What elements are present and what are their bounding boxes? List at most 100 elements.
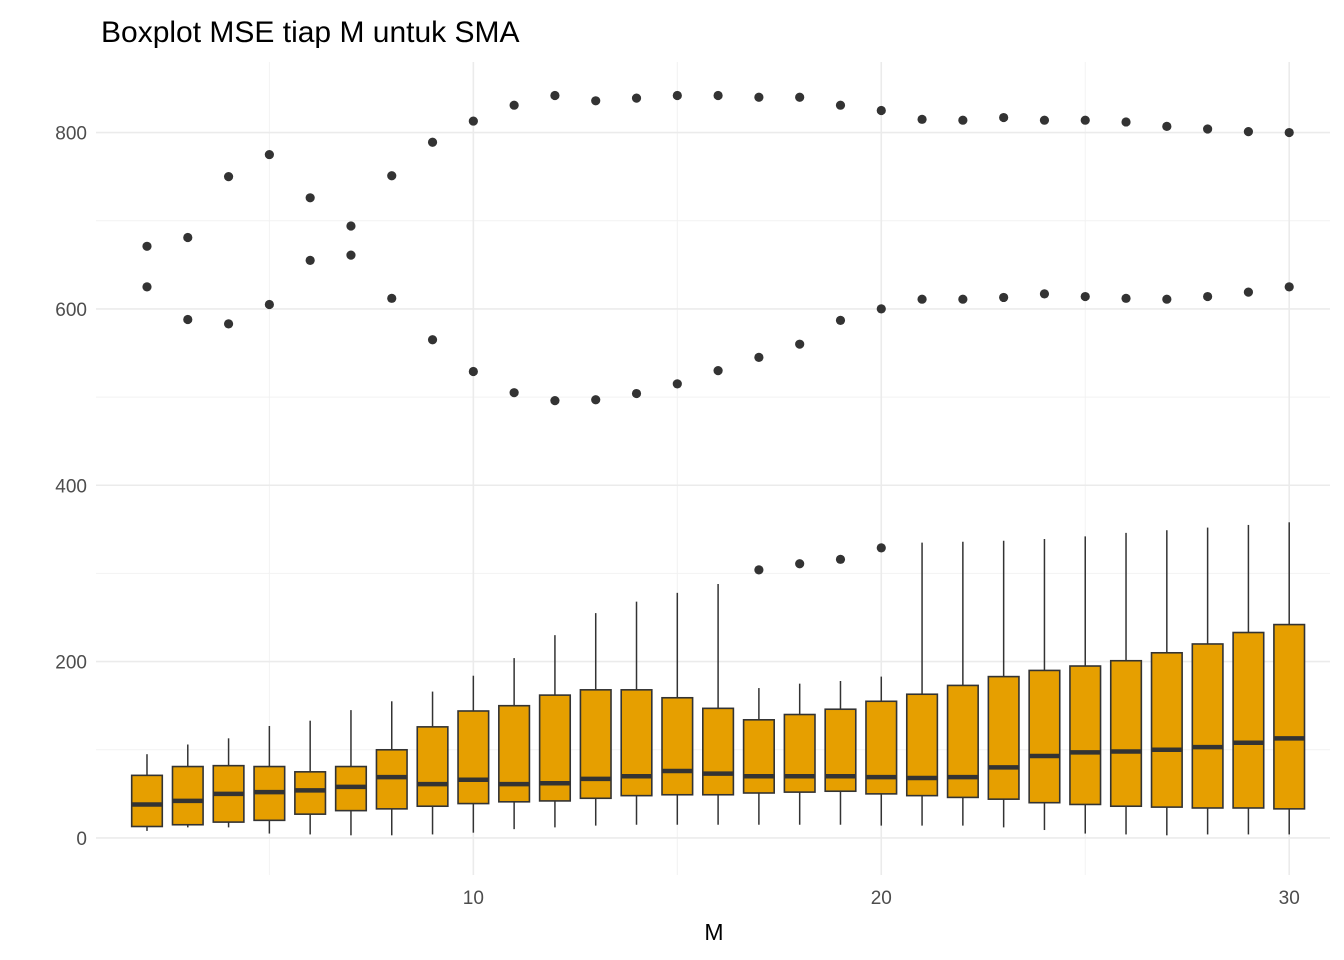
box-m-3: [171, 744, 204, 828]
box-m-18: [783, 683, 816, 825]
outlier-point: [142, 282, 152, 292]
box-m-22: [946, 541, 979, 826]
outlier-point: [835, 100, 846, 110]
box-iqr: [905, 693, 939, 797]
outlier-points: [142, 90, 1294, 575]
outlier-point: [999, 292, 1009, 303]
x-tick-label: 30: [1279, 888, 1300, 909]
y-tick-label: 800: [55, 124, 87, 145]
box-m-14: [620, 601, 653, 825]
outlier-point: [1203, 291, 1213, 302]
box-iqr: [1028, 669, 1061, 804]
box-iqr: [498, 704, 531, 803]
box-m-5: [253, 725, 286, 834]
box-m-19: [824, 681, 857, 825]
box-m-21: [905, 542, 939, 826]
box-iqr: [1273, 623, 1306, 810]
x-tick-label: 10: [463, 888, 484, 909]
box-iqr: [783, 713, 816, 793]
box-iqr: [416, 726, 449, 808]
outlier-point: [1243, 287, 1254, 297]
box-iqr: [457, 710, 490, 805]
box-m-29: [1232, 524, 1265, 835]
box-m-2: [130, 754, 164, 831]
box-m-8: [375, 701, 408, 836]
box-iqr: [171, 765, 204, 826]
outlier-point: [876, 543, 886, 553]
outlier-point: [183, 232, 193, 243]
outlier-point: [550, 90, 560, 101]
box-m-10: [457, 675, 490, 833]
outlier-point: [754, 92, 764, 102]
outlier-point: [591, 96, 601, 106]
box-m-28: [1191, 527, 1224, 835]
outlier-point: [305, 193, 315, 203]
outlier-point: [1284, 282, 1294, 292]
box-m-6: [294, 720, 327, 835]
box-m-16: [702, 584, 735, 825]
box-m-30: [1273, 522, 1306, 835]
box-iqr: [702, 707, 735, 796]
box-iqr: [987, 675, 1020, 800]
box-m-17: [742, 688, 775, 825]
outlier-point: [305, 255, 315, 266]
x-tick-label: 20: [871, 888, 892, 909]
box-iqr: [1232, 631, 1265, 809]
outlier-point: [672, 90, 682, 101]
outlier-point: [1284, 127, 1294, 138]
box-iqr: [824, 708, 857, 793]
outlier-point: [346, 250, 356, 260]
outlier-point: [631, 388, 642, 399]
box-series: [130, 522, 1306, 836]
box-m-15: [661, 592, 694, 825]
box-m-27: [1150, 530, 1183, 836]
outlier-point: [1080, 291, 1090, 302]
box-m-23: [987, 540, 1020, 828]
box-m-7: [334, 710, 368, 836]
outlier-point: [795, 559, 805, 569]
outlier-point: [1121, 117, 1131, 127]
y-axis-ticks: 0 200 400 600 800: [55, 124, 87, 850]
outlier-point: [958, 294, 968, 304]
x-axis-label: M: [704, 919, 723, 945]
outlier-point: [264, 149, 274, 160]
box-m-9: [416, 691, 449, 835]
outlier-point: [672, 379, 682, 389]
x-axis-ticks: 10 20 30: [463, 888, 1300, 909]
box-iqr: [1150, 651, 1183, 808]
outlier-point: [1203, 124, 1213, 134]
outlier-point: [183, 314, 193, 325]
box-iqr: [1191, 643, 1224, 809]
outlier-point: [754, 565, 764, 575]
outlier-point: [1243, 127, 1254, 137]
box-iqr: [1069, 665, 1102, 806]
outlier-point: [509, 388, 519, 398]
outlier-point: [835, 315, 846, 325]
box-iqr: [865, 700, 898, 795]
outlier-point: [223, 319, 234, 329]
box-m-20: [865, 676, 898, 826]
box-iqr: [294, 771, 327, 815]
outlier-point: [509, 100, 519, 110]
box-m-25: [1069, 536, 1102, 834]
outlier-point: [1121, 293, 1131, 303]
outlier-point: [468, 116, 478, 126]
outlier-point: [1162, 121, 1172, 131]
outlier-point: [591, 395, 601, 405]
outlier-point: [835, 554, 846, 564]
outlier-point: [1039, 115, 1050, 125]
outlier-point: [754, 352, 764, 362]
box-iqr: [620, 689, 653, 797]
outlier-point: [223, 172, 234, 182]
y-tick-label: 0: [76, 829, 87, 850]
box-m-13: [579, 613, 612, 826]
outlier-point: [713, 90, 723, 101]
y-tick-label: 600: [55, 300, 87, 321]
outlier-point: [876, 105, 886, 116]
outlier-point: [999, 112, 1009, 123]
box-iqr: [946, 684, 979, 799]
outlier-point: [427, 137, 438, 147]
outlier-point: [142, 241, 152, 251]
outlier-point: [795, 339, 805, 349]
